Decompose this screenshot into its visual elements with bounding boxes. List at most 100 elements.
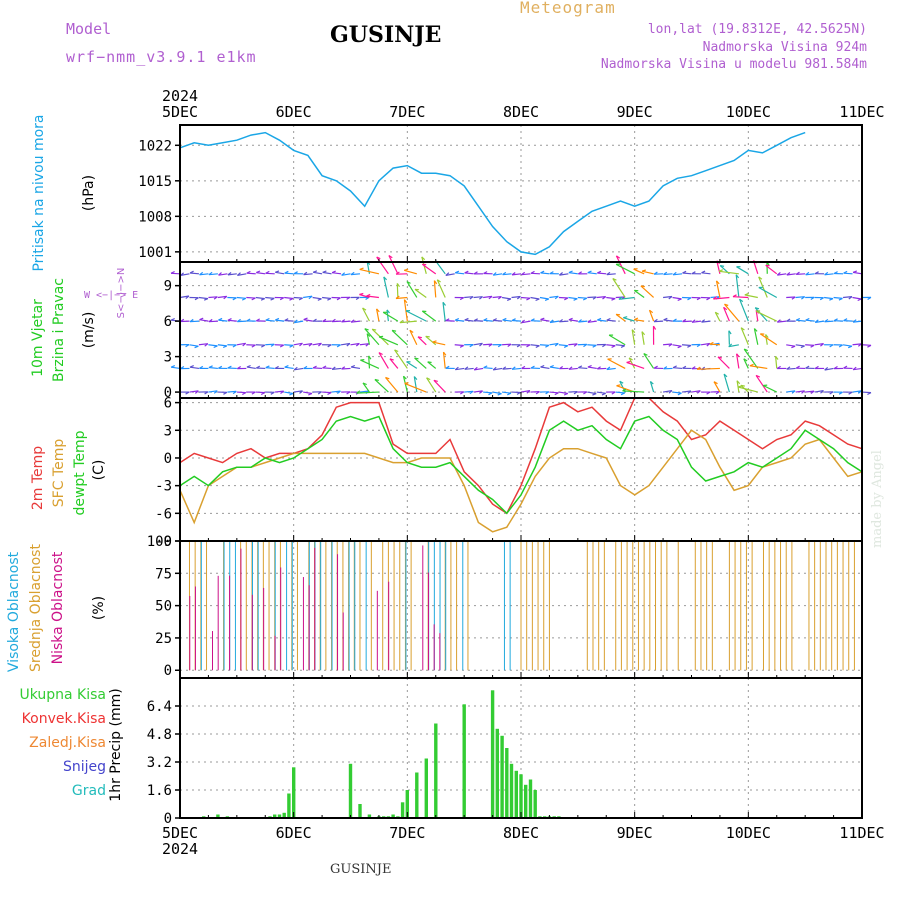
wind-barb-head bbox=[810, 390, 815, 394]
wind-barb-head bbox=[833, 271, 838, 275]
wind-barb bbox=[520, 296, 531, 299]
wind-barb-head bbox=[709, 341, 714, 345]
wind-barb-head bbox=[706, 297, 711, 301]
wind-barb-head bbox=[663, 271, 668, 275]
temp-line-2 bbox=[179, 415, 863, 515]
wind-barb bbox=[643, 353, 655, 369]
wind-barb-head bbox=[737, 385, 743, 388]
wind-barb bbox=[700, 342, 710, 346]
wind-barb bbox=[389, 358, 399, 369]
wind-barb bbox=[530, 296, 540, 300]
wind-barb-head bbox=[318, 342, 322, 347]
wind-barb bbox=[322, 367, 332, 370]
wind-barb-head bbox=[251, 297, 256, 301]
wind-barb-head bbox=[395, 271, 400, 275]
wind-barb-head bbox=[426, 377, 431, 381]
wind-barb bbox=[622, 390, 645, 393]
wind-barb bbox=[628, 357, 636, 369]
wind-barb-head bbox=[545, 391, 550, 395]
wind-barb-head bbox=[222, 345, 228, 349]
wind-barb bbox=[608, 334, 626, 346]
wind-barb bbox=[762, 384, 778, 393]
wind-barb-head bbox=[720, 265, 725, 267]
wind-barb bbox=[435, 260, 446, 275]
wind-barb-head bbox=[336, 297, 341, 301]
wind-barb-head bbox=[492, 366, 497, 371]
wind-barb-head bbox=[677, 345, 682, 349]
wind-barb-head bbox=[246, 270, 251, 274]
wind-barb bbox=[425, 335, 437, 346]
cloud-mid-title: Srednja Oblacnost bbox=[28, 544, 44, 672]
wind-barb-head bbox=[284, 318, 289, 322]
wind-barb-head bbox=[824, 366, 829, 371]
wind-barb-head bbox=[425, 335, 430, 338]
wind-barb bbox=[673, 367, 683, 370]
wind-barb-head bbox=[298, 297, 303, 301]
wind-barb-head bbox=[204, 391, 209, 395]
wind-barb-head bbox=[696, 366, 701, 370]
wind-barb-head bbox=[395, 295, 400, 299]
wind-barb bbox=[633, 289, 645, 298]
wind-barb-head bbox=[507, 392, 512, 396]
year-label-bottom: 2024 bbox=[162, 840, 198, 858]
wind-barb bbox=[255, 391, 265, 394]
wind-barb-head bbox=[583, 343, 588, 348]
wind-barb bbox=[786, 344, 796, 347]
wind-barb bbox=[236, 342, 246, 346]
wind-barb-head bbox=[331, 270, 336, 274]
wind-barb bbox=[521, 320, 531, 324]
wind-barb-head bbox=[736, 353, 740, 358]
wind-barb-head bbox=[791, 296, 796, 300]
precip-legend-item: Grad bbox=[72, 783, 106, 799]
wind-barb bbox=[464, 319, 474, 322]
precip-bar bbox=[273, 814, 277, 818]
wind-barb-head bbox=[394, 349, 399, 353]
wind-barb bbox=[648, 309, 655, 322]
time-label-bottom: 10DEC bbox=[726, 824, 771, 842]
wind-barb-head bbox=[814, 271, 819, 275]
wind-barb bbox=[433, 379, 446, 393]
wind-barb bbox=[842, 296, 853, 299]
wind-barb-head bbox=[284, 270, 289, 274]
wind-barb bbox=[737, 386, 758, 393]
wind-barb-head bbox=[421, 256, 426, 261]
wind-barb bbox=[464, 272, 474, 275]
wind-barb-head bbox=[251, 391, 256, 395]
wind-barb bbox=[577, 296, 587, 299]
wind-barb-head bbox=[289, 392, 294, 396]
wind-barb bbox=[606, 273, 616, 276]
wind-barb-head bbox=[170, 317, 175, 321]
wind-barb-head bbox=[386, 309, 390, 314]
wind-barb-head bbox=[602, 343, 607, 348]
wind-barb bbox=[473, 296, 483, 299]
wind-barb-head bbox=[497, 393, 502, 396]
wind-barb-head bbox=[626, 360, 631, 363]
wind-barb-head bbox=[616, 384, 621, 387]
wind-barb-head bbox=[261, 344, 266, 348]
wind-barb bbox=[501, 391, 512, 394]
precip-bar bbox=[358, 804, 362, 818]
wind-barb-head bbox=[170, 270, 175, 274]
wind-barb bbox=[755, 375, 768, 393]
time-label-top: 10DEC bbox=[726, 103, 771, 121]
wind-barb-head bbox=[795, 271, 800, 275]
wind-barb bbox=[853, 320, 863, 323]
wind-barb-head bbox=[223, 295, 228, 300]
wind-barb-head bbox=[385, 376, 390, 380]
wind-compass-ns: S<−|−>N bbox=[116, 268, 127, 319]
wind-barb-head bbox=[293, 271, 298, 275]
wind-barb bbox=[597, 272, 607, 275]
wind-barb bbox=[237, 273, 247, 276]
wind-barb bbox=[474, 367, 484, 371]
wind-barb-head bbox=[506, 298, 512, 301]
temp-dewpt-title: dewpt Temp bbox=[72, 430, 88, 515]
wind-barb bbox=[284, 296, 294, 300]
wind-barb bbox=[578, 367, 588, 370]
wind-barb-head bbox=[464, 366, 469, 370]
wind-barb-head bbox=[805, 271, 810, 276]
wind-barb-head bbox=[833, 365, 838, 370]
wind-barb-head bbox=[293, 319, 298, 324]
wind-barb bbox=[641, 331, 645, 345]
wind-barb bbox=[246, 296, 256, 299]
precip-bar bbox=[287, 793, 291, 818]
